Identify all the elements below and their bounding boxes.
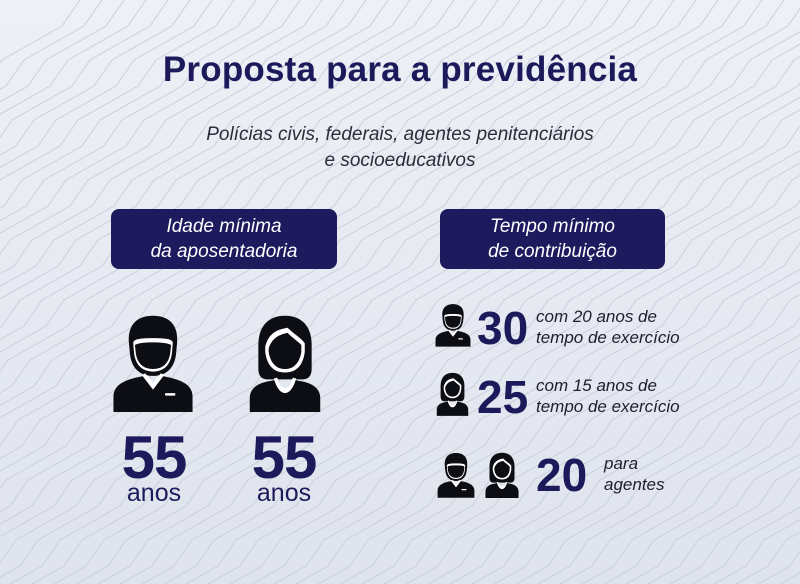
background-line: [0, 0, 654, 513]
background-line: [405, 281, 800, 584]
background-line: [0, 0, 126, 103]
contribution-men-desc-line-1: com 20 anos de: [536, 307, 657, 326]
man-icon: [437, 453, 475, 498]
background-line: [581, 412, 800, 584]
background-line: [0, 0, 192, 156]
background-line: [471, 334, 800, 584]
background-line: [0, 0, 104, 90]
background-line: [669, 478, 800, 584]
background-line: [427, 293, 800, 584]
min-contribution-header-line-1: Tempo mínimo: [490, 216, 615, 237]
background-line: [0, 0, 324, 256]
contribution-men-value: 30: [477, 302, 529, 354]
background-line: [229, 149, 800, 584]
woman-icon: [436, 372, 469, 416]
women-min-age-value: 55: [251, 424, 318, 491]
background-line: [0, 0, 676, 525]
background-line: [207, 124, 800, 584]
background-line: [53, 7, 800, 584]
woman-icon: [485, 452, 519, 498]
background-line: [0, 0, 368, 287]
men-min-age-unit: anos: [126, 479, 182, 507]
background-line: [97, 43, 800, 584]
background-line: [0, 0, 390, 300]
background-line: [559, 400, 800, 584]
page-title: Proposta para a previdência: [162, 50, 638, 89]
background-line: [0, 0, 632, 490]
background-line: [515, 359, 800, 584]
background-line: [0, 0, 478, 373]
min-contribution-header-line-2: de contribuição: [488, 241, 617, 262]
min-contribution-header: Tempo mínimo de contribuição: [440, 209, 665, 269]
contribution-women-desc-line-2: tempo de exercício: [536, 397, 680, 416]
contribution-agents-desc-line-1: para: [604, 454, 639, 473]
background-line: [251, 162, 800, 584]
background-line: [0, 0, 500, 394]
subtitle-line-1: Polícias civis, federais, agentes penite…: [206, 124, 594, 145]
min-age-header: Idade mínima da aposentadoria: [111, 209, 337, 269]
background-line: [0, 0, 412, 328]
background-line: [0, 0, 434, 341]
subtitle-line-2: e socioeducativos: [324, 150, 476, 171]
background-line: [0, 0, 214, 169]
contribution-agents-desc: para agentes: [604, 453, 665, 495]
background-line: [0, 0, 566, 447]
background-line: [185, 109, 800, 584]
contribution-women-desc: com 15 anos de tempo de exercício: [536, 375, 680, 417]
background-line: [0, 0, 302, 234]
background-line: [0, 0, 236, 181]
background-line: [119, 56, 800, 584]
background-line: [0, 0, 610, 472]
background-line: [361, 242, 800, 584]
background-line: [75, 31, 800, 584]
background-line: [449, 316, 800, 584]
background-line: [141, 82, 800, 584]
man-icon: [435, 304, 471, 347]
contribution-women-value: 25: [477, 371, 529, 423]
background-line: [537, 387, 800, 584]
background-line: [0, 0, 346, 275]
contribution-men-desc: com 20 anos de tempo de exercício: [536, 306, 680, 348]
women-min-age-unit: anos: [256, 479, 312, 507]
men-min-age-value: 55: [121, 424, 188, 491]
contribution-men-desc-line-2: tempo de exercício: [536, 328, 680, 347]
background-line: [0, 0, 258, 209]
min-age-header-line-1: Idade mínima: [166, 216, 282, 237]
man-icon: [113, 315, 193, 412]
background-line: [0, 0, 456, 353]
background-line: [273, 174, 800, 584]
background-line: [493, 346, 800, 584]
subtitle: Polícias civis, federais, agentes penite…: [0, 122, 800, 174]
min-age-header-line-2: da aposentadoria: [150, 241, 298, 262]
background-line: [603, 433, 800, 584]
background-line: [317, 215, 800, 584]
background-line: [0, 0, 544, 419]
background-line: [0, 0, 170, 139]
contribution-agents-value: 20: [536, 449, 588, 501]
background-line: [295, 199, 800, 584]
background-line: [0, 0, 148, 115]
background-line: [0, 0, 522, 406]
background-line: [647, 465, 800, 584]
background-line: [625, 453, 800, 584]
background-line: [0, 0, 280, 222]
background-line: [0, 0, 588, 460]
contribution-women-desc-line-1: com 15 anos de: [536, 376, 657, 395]
background-line: [0, 0, 698, 538]
woman-icon: [249, 315, 321, 412]
background-line: [31, 0, 786, 584]
background-line: [0, 0, 720, 564]
background-line: [163, 96, 800, 584]
contribution-agents-desc-line-2: agentes: [604, 475, 665, 494]
